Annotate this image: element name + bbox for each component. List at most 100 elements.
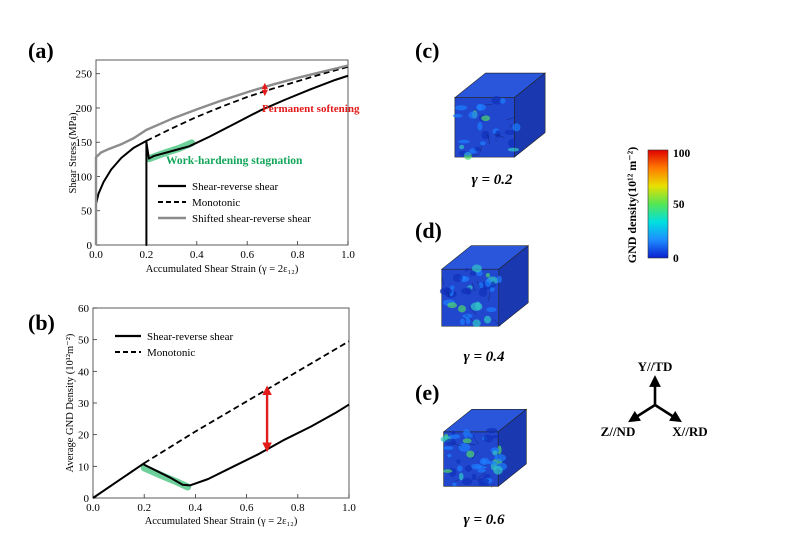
legend-label-shifted: Shifted shear-reverse shear	[192, 213, 311, 225]
grain-speckle	[469, 270, 477, 276]
chart-a-xlabel: Accumulated Shear Strain (γ = 2ε₁₂)	[146, 264, 299, 275]
grain-speckle	[459, 144, 465, 150]
grain-speckle	[470, 302, 483, 311]
y-tick-label: 20	[78, 430, 90, 442]
grain-speckle	[451, 430, 456, 435]
grain-speckle	[464, 465, 473, 472]
grain-speckle	[448, 434, 461, 439]
y-tick-label: 40	[78, 366, 90, 378]
permanent-softening-label: Permanent softening	[262, 103, 360, 115]
grain-speckle	[496, 275, 502, 284]
grain-speckle	[461, 477, 473, 486]
chart-a-legend: Shear-reverse shear Monotonic Shifted sh…	[158, 181, 311, 225]
grain-boundary	[509, 124, 513, 128]
x-tick-label: 0.4	[190, 249, 204, 261]
grain-boundary	[465, 443, 476, 446]
grain-speckle	[468, 111, 478, 119]
legend-b-label-monotonic: Monotonic	[147, 347, 195, 359]
cube-d: γ = 0.4	[439, 245, 530, 365]
grain-speckle	[487, 460, 498, 465]
grain-speckle	[507, 147, 520, 152]
grain-speckle	[477, 468, 487, 473]
y-tick-label: 50	[81, 206, 93, 218]
grain-speckle	[472, 319, 481, 327]
grain-boundary	[469, 306, 477, 315]
colorbar-title: GND density(10¹² m⁻²)	[625, 147, 639, 263]
grain-boundary	[487, 134, 490, 145]
colorbar-max-label: 100	[673, 148, 691, 160]
grain-boundary	[493, 319, 501, 327]
grain-boundary	[491, 483, 495, 488]
panel-label-e: (e)	[415, 380, 439, 405]
grain-speckle	[471, 473, 477, 481]
grain-boundary	[488, 292, 490, 301]
grain-speckle	[483, 315, 492, 324]
chart-a-series-layer	[94, 64, 349, 246]
grain-speckle	[464, 152, 471, 156]
y-tick-label: 60	[78, 303, 90, 315]
colorbar-min-label: 0	[673, 253, 679, 265]
chart-a-x-ticks: 0.0 0.2 0.4 0.6 0.8 1.0	[89, 241, 355, 261]
legend-b-label-shear-reverse: Shear-reverse shear	[147, 331, 234, 343]
series-shear-reverse-shear	[95, 74, 349, 246]
grain-boundary	[484, 464, 486, 467]
legend-label-shear-reverse: Shear-reverse shear	[192, 181, 279, 193]
grain-speckle	[491, 96, 502, 105]
grain-boundary	[470, 154, 479, 156]
grain-speckle	[466, 450, 475, 458]
triad-y-label: Y//TD	[638, 359, 673, 374]
grain-speckle	[486, 307, 497, 313]
grain-speckle	[512, 123, 521, 132]
triad-z-label: Z//ND	[601, 424, 636, 439]
grain-speckle	[492, 450, 498, 456]
grain-boundary	[447, 291, 451, 297]
grain-speckle	[492, 435, 501, 439]
y-tick-label: 0	[84, 493, 90, 505]
grain-speckle	[508, 138, 517, 148]
cube-e-gamma-label: γ = 0.6	[463, 512, 505, 528]
x-tick-label: 0.8	[291, 502, 305, 514]
grain-speckle	[447, 453, 452, 458]
grain-speckle	[486, 427, 498, 434]
grain-speckle	[443, 469, 453, 473]
grain-boundary	[452, 443, 463, 447]
grain-boundary	[454, 479, 459, 482]
x-tick-label: 0.2	[137, 502, 151, 514]
grain-speckle	[464, 268, 469, 272]
grain-speckle	[477, 121, 483, 131]
chart-b-series-layer	[92, 340, 350, 499]
chart-a: 0 50 100 150 200 250 0.0 0.2 0.4 0.6 0.8 1.0 Shear…	[68, 59, 360, 275]
panel-label-a: (a)	[28, 38, 54, 63]
cube-c: γ = 0.2	[452, 72, 546, 188]
chart-a-y-ticks: 0 50 100 150 200 250	[76, 69, 100, 252]
y-tick-label: 10	[78, 461, 90, 473]
panel-label-d: (d)	[415, 218, 442, 243]
series-shear-reverse-shear	[92, 403, 350, 499]
chart-b-ylabel: Average GND Density (10¹²m⁻²)	[65, 333, 76, 472]
panel-label-b: (b)	[28, 310, 55, 335]
grain-speckle	[480, 141, 486, 146]
grain-speckle	[471, 463, 482, 470]
grain-speckle	[482, 459, 487, 464]
grain-boundary	[494, 133, 505, 138]
grain-speckle	[493, 465, 503, 475]
grain-speckle	[458, 139, 470, 144]
grain-speckle	[458, 472, 464, 481]
chart-b-y-ticks: 0 10 20 30 40 50 60	[78, 303, 97, 505]
grain-speckle	[485, 272, 491, 278]
grain-speckle	[495, 130, 501, 138]
grain-boundary	[475, 471, 487, 481]
grain-speckle	[478, 482, 490, 487]
triad-x-label: X//RD	[672, 424, 707, 439]
y-tick-label: 0	[87, 240, 93, 252]
chart-b: 0 10 20 30 40 50 60 0.0 0.2 0.4 0.6 0.8 1.0 Average…	[65, 303, 356, 527]
x-tick-label: 0.2	[140, 249, 154, 261]
triad-z-arrow	[628, 403, 656, 423]
series-monotonic	[143, 340, 350, 464]
grain-speckle	[458, 443, 471, 452]
grain-speckle	[462, 438, 472, 444]
y-tick-label: 200	[76, 103, 93, 115]
grain-boundary	[495, 138, 497, 142]
grain-speckle	[468, 434, 473, 438]
